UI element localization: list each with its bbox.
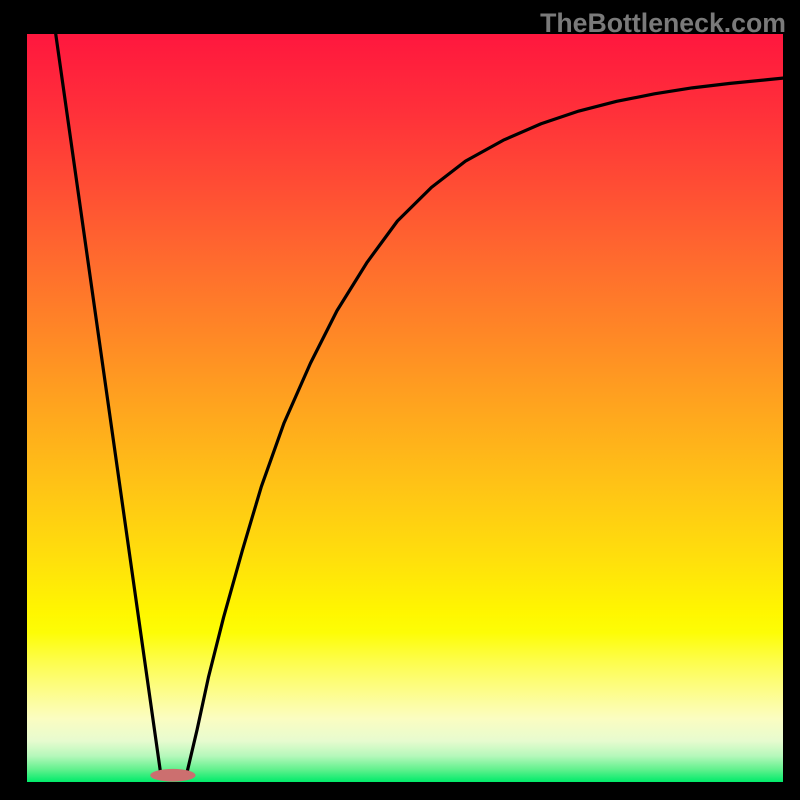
optimal-point-marker: [150, 769, 195, 782]
plot-area: [27, 34, 783, 782]
gradient-background: [27, 34, 783, 782]
chart-svg: [27, 34, 783, 782]
watermark-label: TheBottleneck.com: [540, 8, 786, 39]
chart-container: TheBottleneck.com: [0, 0, 800, 800]
